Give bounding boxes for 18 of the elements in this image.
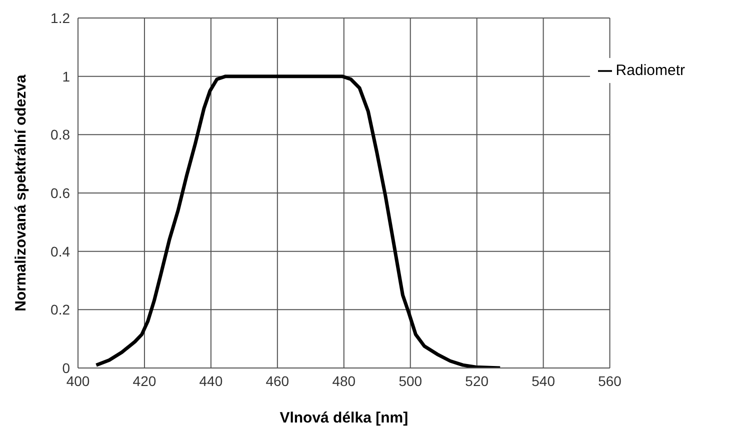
x-tick-label: 480 xyxy=(332,372,356,389)
y-tick-label: 1 xyxy=(62,68,70,84)
y-tick-label: 0.8 xyxy=(50,126,70,143)
y-tick-label: 0.4 xyxy=(50,243,70,260)
y-tick-label: 0.2 xyxy=(50,302,70,318)
y-tick-label: 0.6 xyxy=(50,184,70,201)
x-tick-label: 540 xyxy=(532,372,556,389)
x-tick-label: 440 xyxy=(199,372,223,389)
x-tick-label: 560 xyxy=(598,372,622,389)
x-axis-title: Vlnová délka [nm] xyxy=(280,410,408,427)
x-tick-label: 520 xyxy=(465,372,489,389)
x-tick-label: 420 xyxy=(132,372,156,389)
x-tick-label: 460 xyxy=(266,372,290,389)
x-tick-label: 500 xyxy=(398,372,422,389)
legend-label: Radiometr xyxy=(616,62,685,79)
line-series xyxy=(94,74,502,368)
y-tick-label: 1.2 xyxy=(50,10,70,26)
y-axis-title: Normalizovaná spektrální odezva xyxy=(12,74,30,312)
